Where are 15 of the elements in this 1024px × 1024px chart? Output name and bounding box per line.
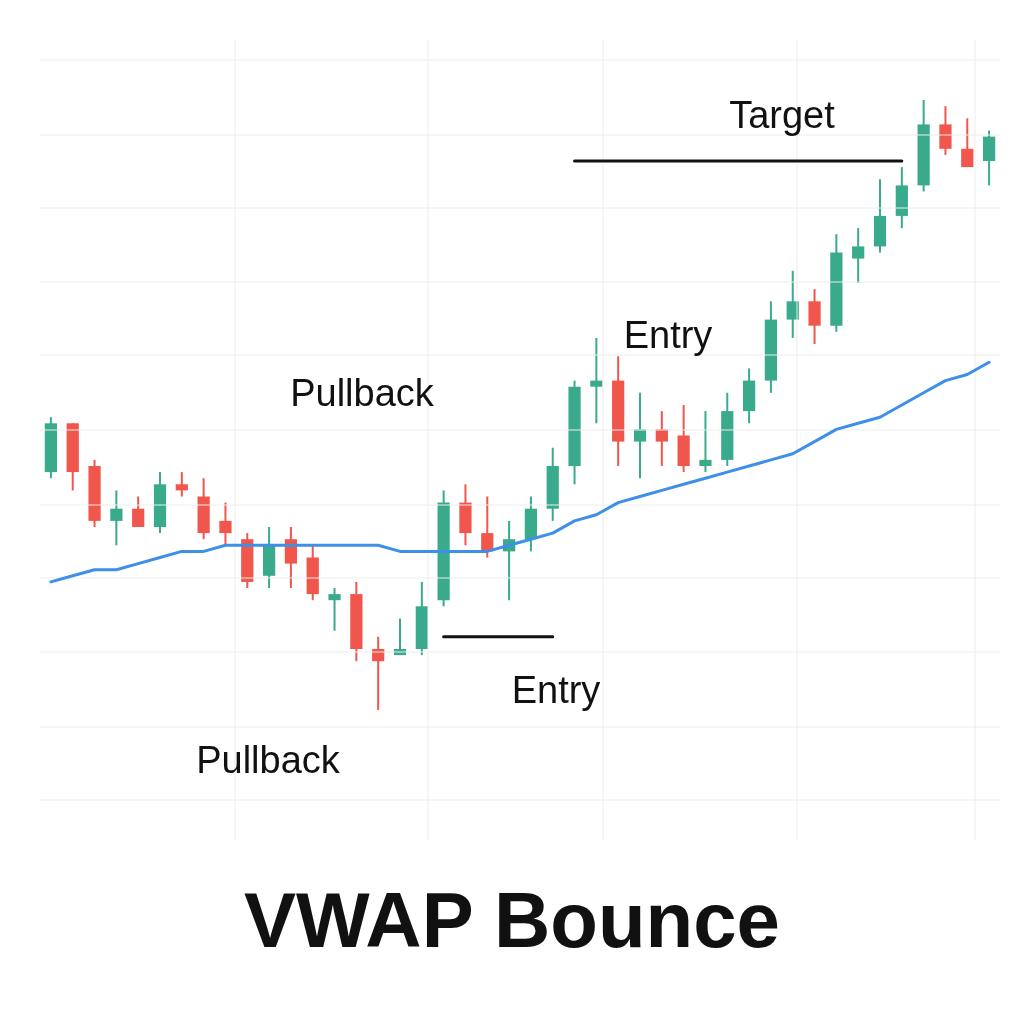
annotation: Pullback	[290, 372, 435, 414]
candlestick	[132, 495, 145, 528]
annotation: Entry	[623, 314, 713, 356]
candlestick	[219, 501, 232, 547]
candlestick	[961, 117, 974, 169]
candlestick	[699, 410, 712, 474]
candlestick	[175, 471, 188, 498]
candlestick	[852, 227, 865, 284]
annotation: Target	[729, 94, 836, 136]
annotation: Entry	[511, 669, 601, 711]
candlestick	[590, 336, 603, 425]
text: VWAP Bounce	[243, 875, 781, 966]
candlestick	[328, 587, 341, 632]
text: Pullback	[196, 739, 341, 781]
candlestick	[110, 489, 123, 547]
